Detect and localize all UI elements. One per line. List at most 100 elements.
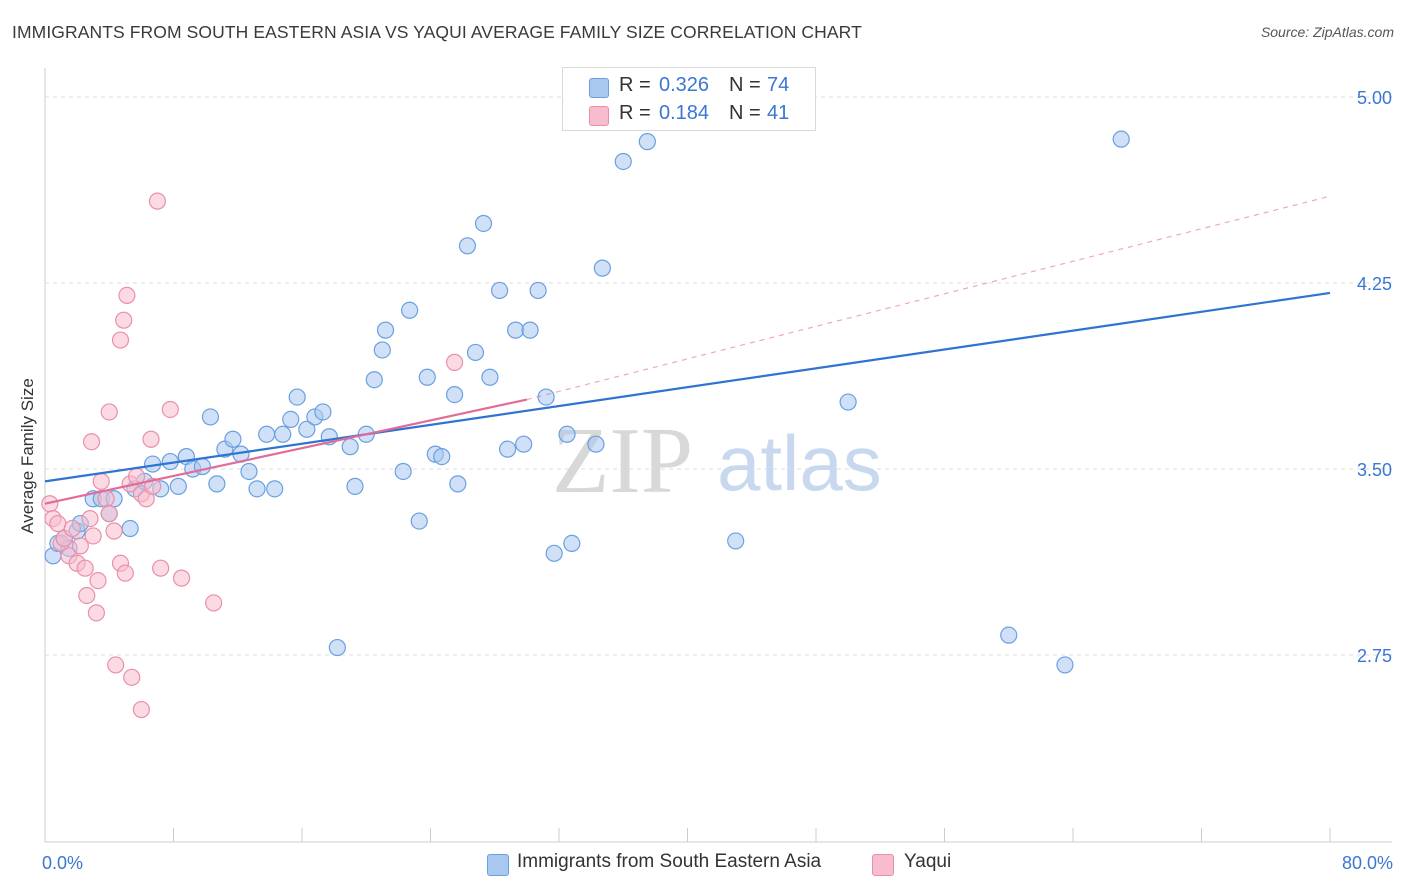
data-point-immigrants [401, 301, 419, 319]
data-point-immigrants [298, 420, 316, 438]
legend-n-label: N = [729, 74, 761, 96]
y-tick-label: 4.25 [1357, 274, 1392, 294]
data-point-immigrants [274, 425, 292, 443]
data-point-yaqui [445, 353, 464, 371]
data-point-immigrants [121, 519, 139, 538]
data-point-yaqui [78, 586, 96, 605]
x-tick-label: 0.0% [42, 853, 83, 873]
data-point-immigrants [328, 638, 346, 657]
data-point-immigrants [376, 321, 395, 339]
data-point-immigrants [445, 386, 464, 404]
data-point-immigrants [545, 544, 563, 562]
data-point-yaqui [63, 519, 81, 538]
data-point-immigrants [288, 388, 306, 406]
data-point-immigrants [240, 462, 258, 481]
data-point-immigrants [266, 480, 284, 498]
trend-lines [44, 195, 1331, 505]
data-point-immigrants [341, 438, 359, 456]
data-point-yaqui [76, 559, 94, 577]
data-point-immigrants [1000, 626, 1018, 644]
data-point-immigrants [282, 410, 300, 428]
data-point-yaqui [172, 569, 191, 587]
legend-r-value: 0.326 [659, 74, 710, 96]
data-point-immigrants [365, 371, 383, 389]
data-point-yaqui [205, 594, 223, 612]
legend-swatch-pink [589, 106, 609, 126]
legend-r-value: 0.184 [659, 102, 710, 124]
y-tick-label: 2.75 [1357, 646, 1392, 666]
legend-r-label: R = [619, 74, 651, 96]
data-point-immigrants [1056, 656, 1074, 674]
data-point-immigrants [373, 341, 391, 359]
data-point-yaqui [100, 505, 118, 523]
trendline-yaqui-extension [526, 195, 1331, 401]
trendline-immigrants [44, 291, 1331, 483]
y-axis-label: Average Family Size [18, 378, 37, 534]
data-point-immigrants [394, 462, 412, 481]
legend-r-label: R = [619, 102, 651, 124]
data-point-yaqui [82, 433, 101, 451]
data-point-immigrants [727, 532, 745, 550]
legend-swatch-blue [487, 854, 509, 876]
data-point-yaqui [123, 668, 141, 686]
data-point-yaqui [81, 509, 99, 528]
y-tick-label: 5.00 [1357, 88, 1392, 108]
data-point-yaqui [89, 571, 107, 590]
chart-title: IMMIGRANTS FROM SOUTH EASTERN ASIA VS YA… [12, 22, 862, 42]
data-point-yaqui [148, 192, 167, 210]
trendline-yaqui [44, 398, 528, 505]
data-point-immigrants [521, 321, 539, 339]
data-point-immigrants [839, 393, 857, 411]
x-tick-label: 80.0% [1342, 853, 1393, 873]
data-point-immigrants [593, 259, 611, 277]
data-point-immigrants [410, 512, 428, 530]
data-point-yaqui [49, 514, 67, 533]
data-point-immigrants [638, 133, 656, 151]
data-point-immigrants [449, 475, 467, 493]
data-point-immigrants [466, 343, 485, 362]
data-point-yaqui [84, 527, 102, 545]
data-point-immigrants [258, 425, 276, 443]
data-point-yaqui [115, 311, 133, 329]
data-point-immigrants [458, 237, 477, 255]
data-point-immigrants [474, 214, 493, 233]
grid-lines [45, 96, 1392, 656]
data-point-yaqui [116, 564, 134, 582]
legend-n-label: N = [729, 102, 761, 124]
watermark-zip: ZIP [552, 409, 693, 513]
data-point-immigrants [563, 534, 581, 553]
data-point-yaqui [152, 559, 170, 577]
series-name: Immigrants from South Eastern Asia [517, 851, 822, 872]
stats-legend: R = 0.326 N = 74 R = 0.184 N = 41 [562, 67, 816, 131]
data-point-immigrants [499, 440, 517, 458]
legend-swatch-blue [589, 78, 609, 98]
watermark-atlas: atlas [717, 419, 882, 507]
data-point-immigrants [193, 457, 212, 476]
data-point-yaqui [92, 472, 110, 490]
data-point-immigrants [346, 477, 364, 495]
data-point-immigrants [558, 425, 576, 443]
legend-swatch-pink [872, 854, 894, 876]
y-tick-label: 3.50 [1357, 460, 1392, 480]
axes [44, 68, 1392, 843]
data-point-immigrants [248, 480, 266, 498]
data-point-yaqui [111, 331, 130, 349]
data-point-immigrants [224, 430, 242, 448]
data-point-immigrants [507, 321, 525, 339]
data-point-immigrants [614, 152, 632, 171]
data-point-immigrants [418, 368, 436, 386]
data-point-immigrants [537, 388, 555, 406]
data-point-immigrants [433, 448, 451, 466]
data-point-yaqui [100, 403, 118, 421]
data-point-yaqui [87, 604, 106, 622]
data-point-immigrants [587, 435, 605, 453]
data-point-immigrants [208, 475, 226, 493]
data-point-yaqui [118, 286, 136, 304]
data-point-immigrants [529, 281, 547, 300]
series-name: Yaqui [904, 851, 952, 872]
data-point-yaqui [105, 522, 123, 540]
data-point-yaqui [97, 490, 115, 508]
data-point-yaqui [161, 400, 179, 419]
data-point-immigrants [481, 368, 499, 386]
